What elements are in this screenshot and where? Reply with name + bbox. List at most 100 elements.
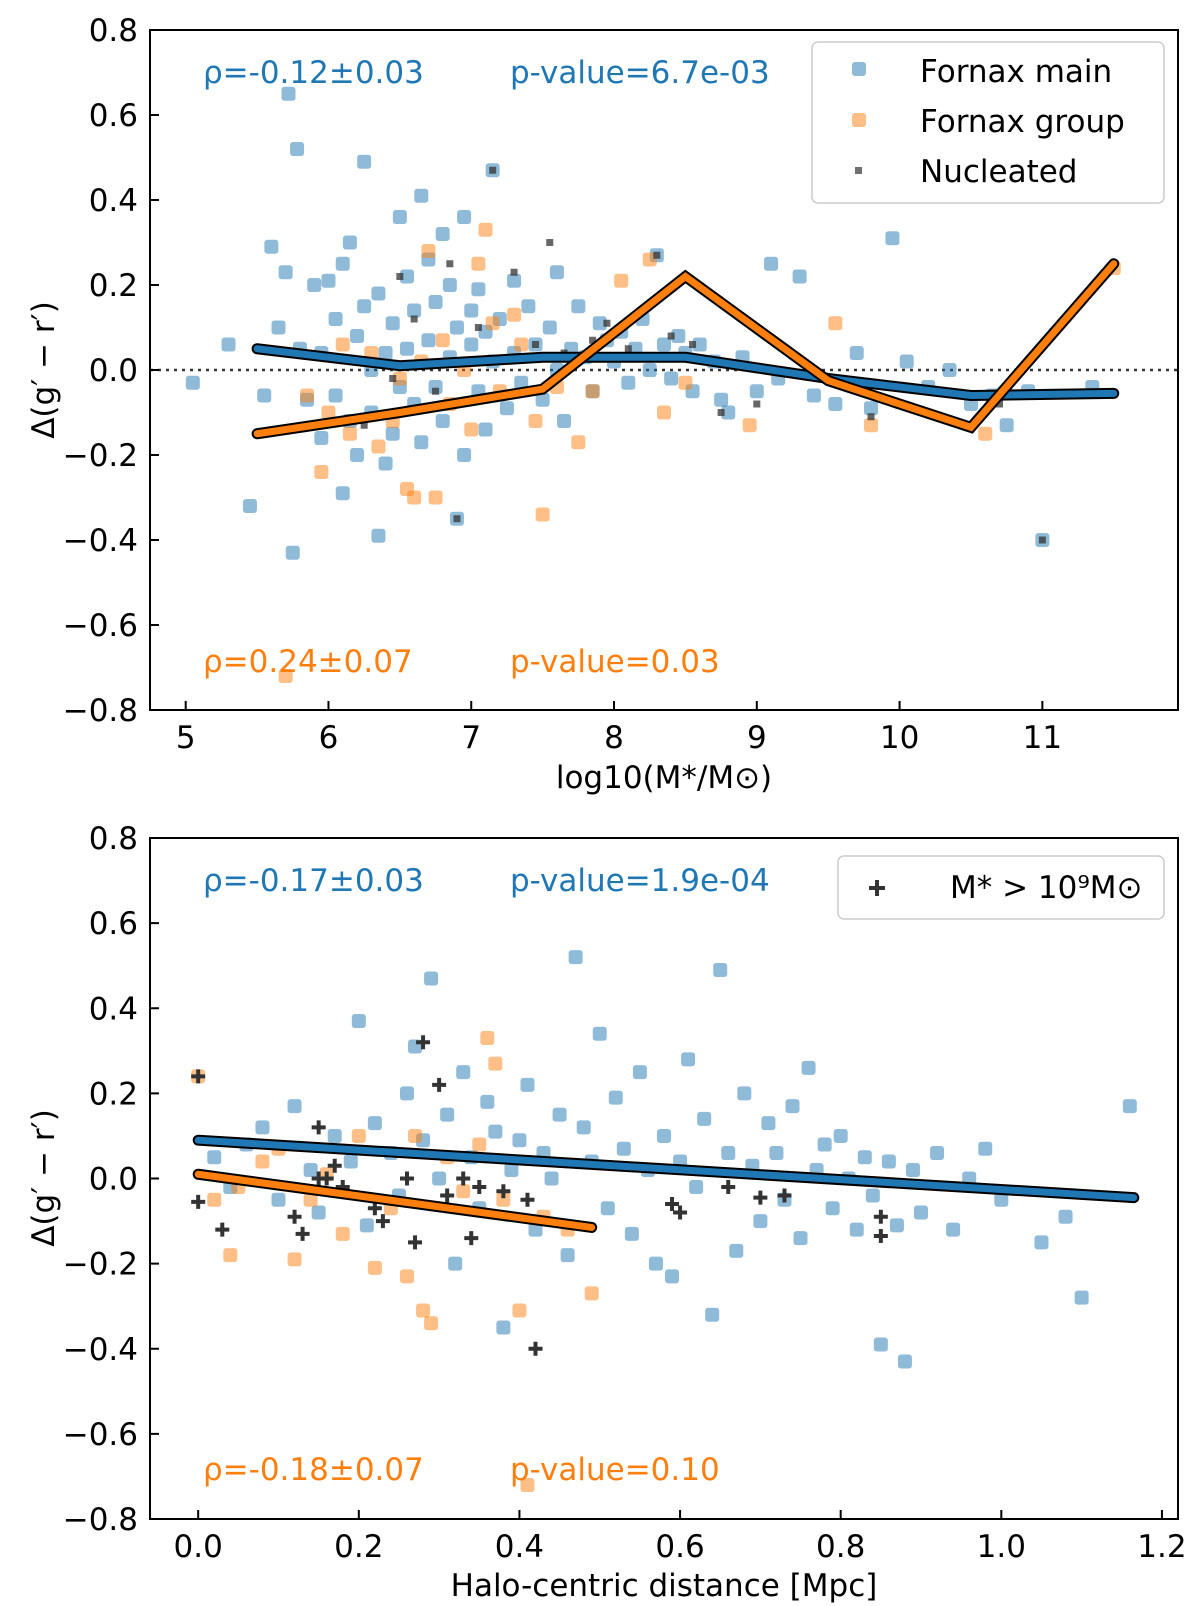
x-tick-label: 0.6 [655, 1529, 704, 1565]
trend-lines [251, 258, 1120, 440]
data-point-fornax-main [464, 303, 479, 318]
data-point-fornax-main [897, 1354, 912, 1369]
data-point-fornax-main [278, 265, 293, 280]
data-point-fornax-main [705, 1307, 720, 1322]
data-point-high-mass [873, 1209, 888, 1224]
x-axis-label: log10(M*/M⊙) [556, 760, 772, 796]
data-point-fornax-main [271, 320, 286, 335]
x-tick-label: 0.4 [495, 1529, 544, 1565]
data-point-nucleated [510, 268, 518, 276]
y-tick-label: 0.2 [89, 268, 138, 304]
data-point-fornax-main [456, 1065, 471, 1080]
data-point-fornax-main [350, 329, 365, 343]
data-point-nucleated [653, 251, 661, 259]
data-point-fornax-main [697, 1111, 712, 1126]
data-point-fornax-main [592, 316, 607, 331]
data-point-fornax-group [488, 1056, 503, 1071]
data-point-fornax-main [290, 142, 305, 156]
data-point-fornax-main [359, 1218, 374, 1233]
data-point-fornax-main [873, 1337, 888, 1352]
data-point-nucleated [717, 409, 725, 416]
data-point-high-mass [665, 1197, 680, 1212]
data-point-fornax-main [407, 303, 422, 318]
data-point-nucleated [589, 336, 597, 344]
data-point-fornax-group [278, 669, 293, 683]
data-point-fornax-main [721, 1145, 736, 1160]
data-point-fornax-main [857, 1150, 872, 1165]
y-tick-label: 0.6 [89, 906, 138, 942]
data-point-nucleated [410, 315, 418, 323]
data-point-fornax-main [689, 1180, 704, 1195]
y-tick-label: 0.4 [89, 183, 138, 219]
data-point-fornax-main [721, 405, 736, 420]
data-point-fornax-main [592, 1026, 607, 1041]
data-point-fornax-main [432, 1171, 447, 1186]
data-point-fornax-main [221, 337, 236, 352]
data-point-high-mass [191, 1194, 206, 1209]
x-tick-label: 9 [747, 720, 767, 756]
data-point-fornax-main [440, 1107, 455, 1122]
data-point-fornax-main [600, 1201, 615, 1216]
data-point-fornax-main [392, 210, 407, 224]
data-point-fornax-main [899, 354, 914, 369]
data-point-fornax-main [478, 422, 493, 437]
data-point-high-mass [721, 1180, 736, 1195]
data-point-fornax-main [457, 210, 472, 224]
data-point-fornax-main [946, 1222, 961, 1237]
data-point-fornax-main [978, 1141, 993, 1156]
data-point-fornax-main [351, 1014, 366, 1029]
data-point-fornax-main [414, 435, 429, 450]
x-tick-label: 5 [176, 720, 196, 756]
data-point-fornax-group [507, 307, 522, 322]
y-tick-label: 0.8 [89, 13, 138, 49]
data-point-fornax-main [885, 231, 900, 246]
data-point-fornax-main [448, 1256, 463, 1271]
data-point-fornax-main [769, 1145, 784, 1160]
data-point-fornax-main [335, 256, 350, 271]
data-point-high-mass [496, 1184, 511, 1199]
data-point-fornax-main [753, 1214, 768, 1229]
data-point-nucleated [489, 166, 497, 174]
data-point-fornax-main [287, 1099, 302, 1114]
data-point-fornax-main [307, 278, 322, 292]
legend-box [837, 855, 1165, 920]
data-point-fornax-group [335, 1226, 350, 1241]
data-point-fornax-main [185, 375, 200, 390]
data-point-fornax-group [342, 426, 357, 441]
data-point-fornax-main [560, 1248, 575, 1263]
data-point-fornax-group [528, 414, 543, 428]
y-tick-label: −0.2 [63, 438, 138, 474]
x-tick-label: 8 [604, 720, 624, 756]
data-point-nucleated [689, 341, 697, 348]
trend-line-main [194, 1136, 1138, 1202]
data-point-fornax-main [457, 448, 472, 462]
data-point-fornax-main [311, 1205, 326, 1220]
data-point-fornax-main [1058, 1209, 1073, 1224]
data-point-fornax-group [978, 426, 993, 441]
data-point-high-mass [400, 1171, 414, 1186]
data-point-fornax-main [542, 320, 557, 335]
legend-marker-nucleated [855, 167, 862, 174]
data-point-high-mass [416, 1035, 431, 1050]
data-point-fornax-main [512, 1133, 527, 1148]
x-tick-label: 7 [461, 720, 481, 756]
data-point-fornax-main [400, 1086, 414, 1101]
trend-line-main [253, 345, 1118, 400]
data-point-fornax-main [328, 388, 343, 403]
data-point-high-mass [287, 1209, 302, 1224]
data-point-fornax-main [905, 1162, 920, 1177]
data-point-fornax-group [321, 405, 336, 420]
data-point-nucleated [360, 421, 368, 429]
y-axis-label: Δ(g′ − r′) [26, 301, 62, 439]
data-point-fornax-main [801, 1060, 816, 1075]
data-point-fornax-group [207, 1192, 222, 1207]
data-point-fornax-main [806, 388, 821, 403]
data-point-fornax-main [255, 1120, 270, 1135]
data-point-fornax-main [793, 1231, 808, 1246]
data-point-fornax-main [930, 1145, 945, 1160]
data-point-fornax-main [367, 1116, 382, 1131]
data-point-fornax-main [496, 1320, 511, 1335]
data-point-fornax-group [335, 337, 350, 352]
data-point-fornax-group [864, 418, 879, 433]
